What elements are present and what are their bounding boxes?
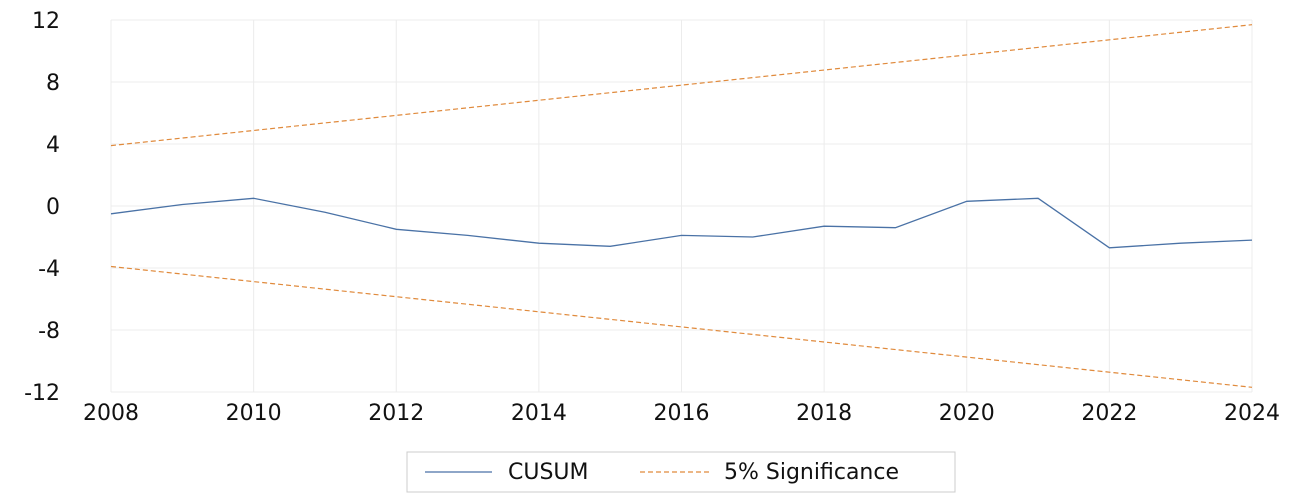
y-tick-label: 12 xyxy=(32,9,60,34)
y-tick-label: 8 xyxy=(46,71,60,96)
y-tick-label: 4 xyxy=(46,133,60,158)
x-tick-label: 2024 xyxy=(1224,401,1280,426)
x-tick-label: 2008 xyxy=(83,401,139,426)
x-tick-label: 2012 xyxy=(368,401,424,426)
x-tick-label: 2018 xyxy=(796,401,852,426)
y-tick-label: -4 xyxy=(38,257,60,282)
series-line-significance-1 xyxy=(110,24,1253,147)
x-tick-label: 2020 xyxy=(939,401,995,426)
y-tick-label: -8 xyxy=(38,319,60,344)
x-tick-label: 2016 xyxy=(654,401,710,426)
x-tick-label: 2014 xyxy=(511,401,567,426)
series-layer xyxy=(110,24,1253,388)
x-tick-label: 2022 xyxy=(1081,401,1137,426)
series-line-cusum xyxy=(110,197,1253,249)
legend-label-cusum: CUSUM xyxy=(508,460,589,485)
y-tick-label: 0 xyxy=(46,195,60,220)
legend: CUSUM 5% Significance xyxy=(406,451,956,493)
x-axis-ticks: 2008 2010 2012 2014 2016 2018 2020 2022 2024 xyxy=(83,401,1280,426)
y-axis-ticks: 12 8 4 0 -4 -8 -12 xyxy=(24,9,60,406)
legend-label-significance: 5% Significance xyxy=(724,460,899,485)
series-line-significance-2 xyxy=(110,265,1253,388)
grid xyxy=(110,19,1253,393)
y-tick-label: -12 xyxy=(24,381,60,406)
x-tick-label: 2010 xyxy=(226,401,282,426)
